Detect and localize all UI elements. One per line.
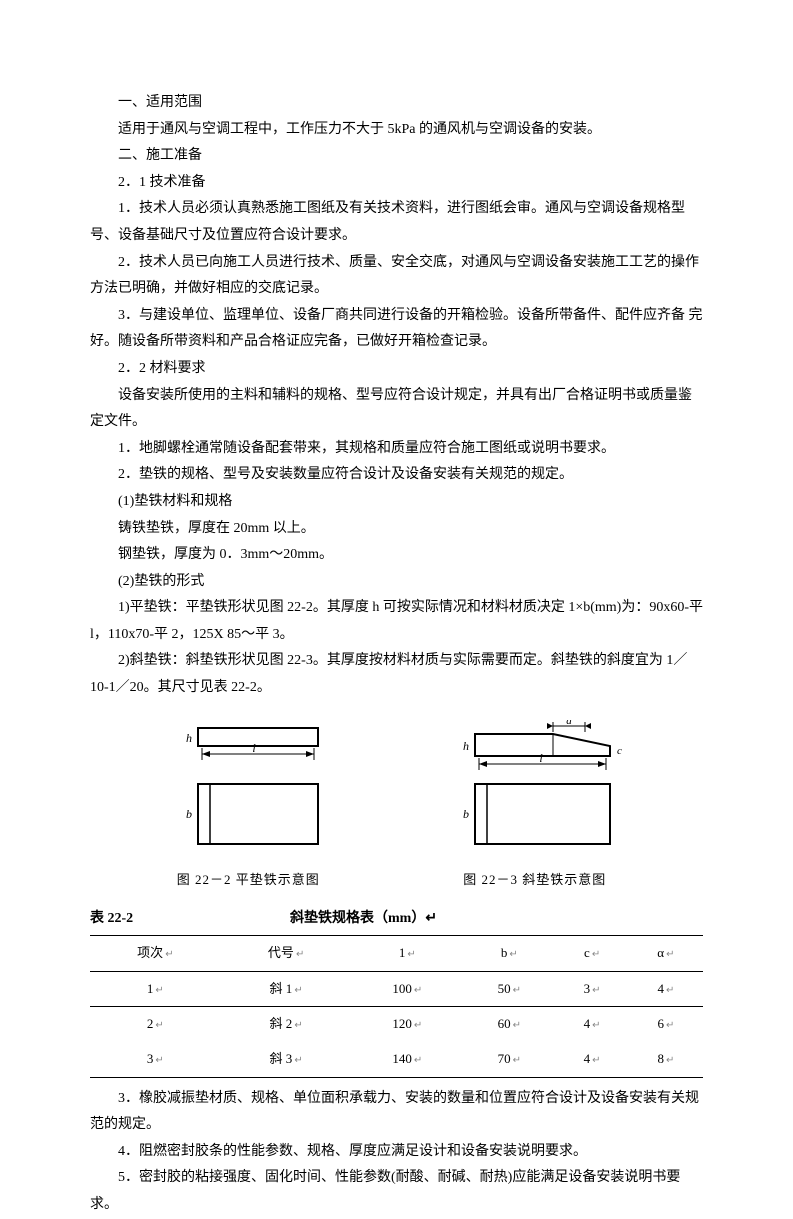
body-text: 设备安装所使用的主料和辅料的规格、型号应符合设计规定，并具有出厂合格证明书或质量… bbox=[90, 383, 703, 436]
td: 3↵ bbox=[90, 1042, 221, 1077]
td: 4↵ bbox=[629, 971, 703, 1007]
td: 1↵ bbox=[90, 971, 221, 1007]
figure-22-2: h l b 图 22－2 平垫铁示意图 bbox=[158, 720, 338, 893]
th: 1↵ bbox=[352, 935, 464, 971]
table-number: 表 22-2 bbox=[90, 906, 230, 933]
td: 140↵ bbox=[352, 1042, 464, 1077]
td: 4↵ bbox=[555, 1007, 628, 1042]
body-text: 2．垫铁的规格、型号及安装数量应符合设计及设备安装有关规范的规定。 bbox=[90, 462, 703, 489]
body-text: 钢垫铁，厚度为 0．3mm～20mm。 bbox=[90, 542, 703, 569]
figure-22-3: a h c l b 图 22－3 斜垫铁示意图 bbox=[435, 720, 635, 893]
figures-container: h l b 图 22－2 平垫铁示意图 a h bbox=[90, 720, 703, 893]
section-heading: 一、适用范围 bbox=[90, 90, 703, 117]
body-text: 2)斜垫铁：斜垫铁形状见图 22-3。其厚度按材料材质与实际需要而定。斜垫铁的斜… bbox=[90, 648, 703, 701]
td: 60↵ bbox=[463, 1007, 555, 1042]
body-text: (2)垫铁的形式 bbox=[90, 569, 703, 596]
table-row: 1↵ 斜 1↵ 100↵ 50↵ 3↵ 4↵ bbox=[90, 971, 703, 1007]
td: 斜 1↵ bbox=[221, 971, 352, 1007]
td: 2↵ bbox=[90, 1007, 221, 1042]
body-text: 适用于通风与空调工程中，工作压力不大于 5kPa 的通风机与空调设备的安装。 bbox=[90, 117, 703, 144]
label-b2: b bbox=[463, 807, 469, 821]
body-text: 1)平垫铁：平垫铁形状见图 22-2。其厚度 h 可按实际情况和材料材质决定 1… bbox=[90, 595, 703, 648]
td: 50↵ bbox=[463, 971, 555, 1007]
td: 100↵ bbox=[352, 971, 464, 1007]
td: 斜 2↵ bbox=[221, 1007, 352, 1042]
body-text: 2．技术人员已向施工人员进行技术、质量、安全交底，对通风与空调设备安装施工工艺的… bbox=[90, 250, 703, 303]
subsection-heading: 2．1 技术准备 bbox=[90, 170, 703, 197]
th: c↵ bbox=[555, 935, 628, 971]
table-title-row: 表 22-2 斜垫铁规格表（mm）↵ bbox=[90, 906, 703, 933]
subsection-heading: 2．2 材料要求 bbox=[90, 356, 703, 383]
label-h: h bbox=[186, 731, 192, 745]
table-header-row: 项次↵ 代号↵ 1↵ b↵ c↵ α↵ bbox=[90, 935, 703, 971]
th: 项次↵ bbox=[90, 935, 221, 971]
td: 3↵ bbox=[555, 971, 628, 1007]
body-text: 1．地脚螺栓通常随设备配套带来，其规格和质量应符合施工图纸或说明书要求。 bbox=[90, 436, 703, 463]
body-text: 4．阻燃密封胶条的性能参数、规格、厚度应满足设计和设备安装说明要求。 bbox=[90, 1139, 703, 1166]
td: 6↵ bbox=[629, 1007, 703, 1042]
body-text: 3．橡胶减振垫材质、规格、单位面积承载力、安装的数量和位置应符合设计及设备安装有… bbox=[90, 1086, 703, 1139]
table-row: 2↵ 斜 2↵ 120↵ 60↵ 4↵ 6↵ bbox=[90, 1007, 703, 1042]
spec-table: 项次↵ 代号↵ 1↵ b↵ c↵ α↵ 1↵ 斜 1↵ 100↵ 50↵ 3↵ … bbox=[90, 935, 703, 1078]
section-heading: 二、施工准备 bbox=[90, 143, 703, 170]
body-text: 1．技术人员必须认真熟悉施工图纸及有关技术资料，进行图纸会审。通风与空调设备规格… bbox=[90, 196, 703, 249]
wedge-pad-diagram: a h c l b bbox=[435, 720, 635, 860]
th: α↵ bbox=[629, 935, 703, 971]
label-h2: h bbox=[463, 739, 469, 753]
label-a: a bbox=[566, 720, 572, 727]
figure-caption: 图 22－3 斜垫铁示意图 bbox=[435, 868, 635, 893]
td: 120↵ bbox=[352, 1007, 464, 1042]
th: b↵ bbox=[463, 935, 555, 971]
body-text: 3．与建设单位、监理单位、设备厂商共同进行设备的开箱检验。设备所带备件、配件应齐… bbox=[90, 303, 703, 356]
th: 代号↵ bbox=[221, 935, 352, 971]
figure-caption: 图 22－2 平垫铁示意图 bbox=[158, 868, 338, 893]
td: 70↵ bbox=[463, 1042, 555, 1077]
body-text: 铸铁垫铁，厚度在 20mm 以上。 bbox=[90, 516, 703, 543]
td: 斜 3↵ bbox=[221, 1042, 352, 1077]
label-l2: l bbox=[539, 751, 543, 765]
label-c: c bbox=[617, 745, 622, 757]
table-row: 3↵ 斜 3↵ 140↵ 70↵ 4↵ 8↵ bbox=[90, 1042, 703, 1077]
flat-pad-diagram: h l b bbox=[158, 720, 338, 860]
body-text: 5．密封胶的粘接强度、固化时间、性能参数(耐酸、耐碱、耐热)应能满足设备安装说明… bbox=[90, 1165, 703, 1218]
label-l: l bbox=[253, 741, 257, 755]
table-title: 斜垫铁规格表（mm）↵ bbox=[230, 906, 703, 933]
body-text: (1)垫铁材料和规格 bbox=[90, 489, 703, 516]
td: 4↵ bbox=[555, 1042, 628, 1077]
label-b: b bbox=[186, 807, 192, 821]
td: 8↵ bbox=[629, 1042, 703, 1077]
